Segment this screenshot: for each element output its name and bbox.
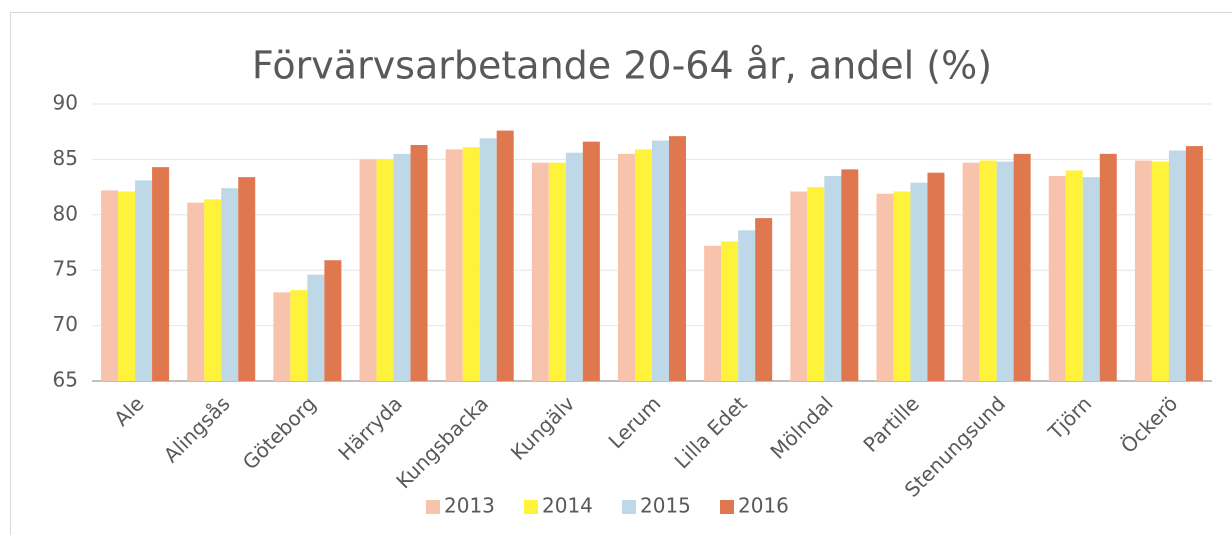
x-tick-label: Göteborg [238, 391, 321, 474]
bar [360, 159, 377, 381]
x-tick-label: Lilla Edet [670, 391, 752, 473]
bar [893, 192, 910, 381]
bar [738, 230, 755, 381]
bar [152, 167, 169, 381]
bar [1152, 162, 1169, 381]
bar [1169, 151, 1186, 381]
bar [927, 173, 944, 381]
bar [377, 159, 394, 381]
bar [1066, 170, 1083, 381]
x-tick-label: Partille [859, 391, 924, 456]
x-tick-label: Mölndal [765, 391, 837, 463]
x-tick-label: Kungsbacka [391, 391, 493, 493]
legend-label: 2013 [444, 494, 495, 518]
bar [790, 192, 807, 381]
legend-label: 2016 [738, 494, 789, 518]
bar [290, 290, 307, 381]
bar [669, 136, 686, 381]
legend-swatch [524, 500, 538, 514]
bar [1049, 176, 1066, 381]
legend-label: 2015 [640, 494, 691, 518]
x-tick-label: Tjörn [1043, 391, 1096, 444]
x-tick-label: Kungälv [506, 391, 580, 465]
bar [1014, 154, 1031, 381]
bar [1100, 154, 1117, 381]
bar [980, 161, 997, 381]
bar [997, 162, 1014, 381]
bar [566, 153, 583, 381]
bar [963, 163, 980, 381]
bar [101, 190, 118, 381]
bar [187, 203, 204, 381]
bar [876, 194, 893, 381]
y-tick-label: 65 [53, 368, 78, 392]
bar [221, 188, 238, 381]
bar [135, 180, 152, 381]
y-tick-label: 90 [53, 91, 78, 115]
bar [118, 192, 135, 381]
bar [635, 149, 652, 381]
bar [411, 145, 428, 381]
y-tick-label: 85 [53, 146, 78, 170]
bar [824, 176, 841, 381]
bar [273, 292, 290, 381]
bar [549, 163, 566, 381]
bar [704, 246, 721, 381]
bar [204, 199, 221, 381]
legend-swatch [426, 500, 440, 514]
y-tick-label: 80 [53, 201, 78, 225]
x-tick-label: Ale [109, 391, 148, 430]
bar [394, 154, 411, 381]
bar [721, 241, 738, 381]
bar [1083, 177, 1100, 381]
x-tick-label: Lerum [604, 391, 666, 453]
legend-label: 2014 [542, 494, 593, 518]
bar [583, 142, 600, 381]
bar [652, 141, 669, 381]
legend-swatch [720, 500, 734, 514]
bar [532, 163, 549, 381]
bar [807, 187, 824, 381]
bar [755, 218, 772, 381]
bar [841, 169, 858, 381]
y-tick-label: 70 [53, 312, 78, 336]
x-tick-label: Härryda [333, 391, 407, 465]
bar [307, 275, 324, 381]
bar [497, 131, 514, 381]
bar [480, 138, 497, 381]
bar [618, 154, 635, 381]
bar [238, 177, 255, 381]
bar [1135, 161, 1152, 381]
bar [446, 149, 463, 381]
chart-title: Förvärvsarbetande 20-64 år, andel (%) [252, 44, 992, 88]
bar [910, 183, 927, 381]
bar [324, 260, 341, 381]
legend-swatch [622, 500, 636, 514]
bar [463, 147, 480, 381]
y-tick-label: 75 [53, 257, 78, 281]
x-tick-label: Öckerö [1116, 391, 1182, 457]
x-tick-label: Alingsås [159, 391, 235, 467]
bar [1186, 146, 1203, 381]
